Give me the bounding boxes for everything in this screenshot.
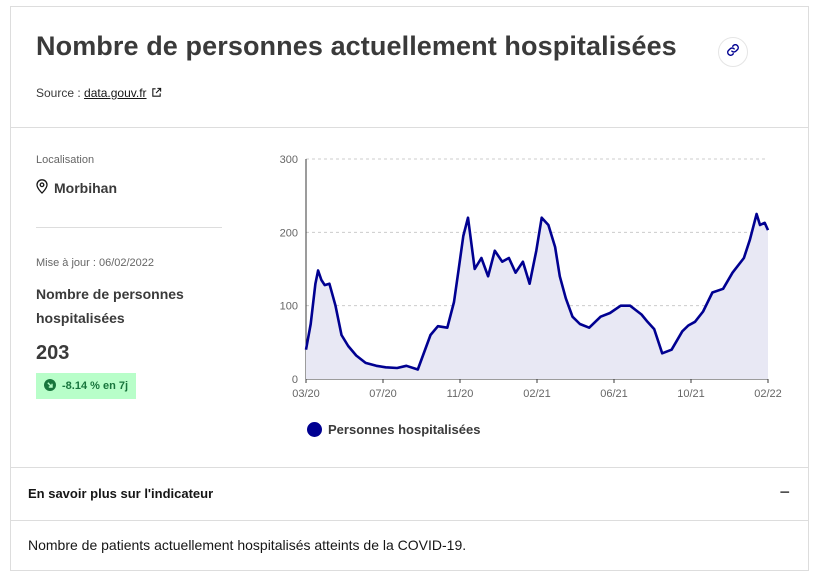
x-tick-label: 02/22 — [754, 388, 782, 400]
x-tick-label: 02/21 — [523, 388, 551, 400]
update-date: Mise à jour : 06/02/2022 — [36, 257, 155, 269]
y-tick-label: 300 — [280, 154, 298, 166]
x-tick-label: 10/21 — [677, 388, 705, 400]
x-tick-label: 06/21 — [600, 388, 628, 400]
trend-badge: -8.14 % en 7j — [36, 373, 137, 399]
accordion-title: En savoir plus sur l'indicateur — [28, 486, 214, 501]
indicator-name: Nombre de personnes hospitalisées — [36, 286, 184, 326]
x-tick-label: 03/20 — [292, 388, 320, 400]
external-link-icon — [151, 87, 162, 101]
location-value: Morbihan — [54, 180, 117, 196]
legend-label: Personnes hospitalisées — [328, 422, 481, 437]
source-line: Source : data.gouv.fr — [36, 86, 162, 101]
minus-icon: − — [779, 482, 790, 502]
location-label: Localisation — [36, 154, 95, 166]
indicator-accordion[interactable]: En savoir plus sur l'indicateur − — [11, 467, 808, 521]
card-header: Nombre de personnes actuellement hospita… — [11, 7, 808, 128]
source-label: Source : — [36, 86, 81, 100]
legend-marker — [307, 422, 322, 437]
trend-badge-text: -8.14 % en 7j — [62, 380, 129, 392]
y-tick-label: 0 — [292, 374, 298, 386]
x-tick-label: 07/20 — [369, 388, 397, 400]
sidebar-divider — [36, 227, 222, 228]
indicator-value: 203 — [36, 342, 70, 364]
y-tick-label: 100 — [280, 301, 298, 313]
page-title: Nombre de personnes actuellement hospita… — [36, 31, 677, 61]
y-tick-label: 200 — [280, 227, 298, 239]
x-tick-label: 11/20 — [447, 388, 474, 400]
map-pin-icon — [36, 179, 48, 197]
arrow-down-right-circle-icon — [44, 378, 56, 394]
source-link[interactable]: data.gouv.fr — [84, 86, 147, 100]
series-line — [304, 212, 770, 371]
hospitalisations-chart: 0 100 200 300 03/20 07/20 11/20 02/21 06/21 10/21… — [280, 154, 782, 400]
copy-link-button[interactable] — [718, 37, 748, 67]
indicator-description: Nombre de patients actuellement hospital… — [28, 537, 467, 553]
indicator-card: Nombre de personnes actuellement hospita… — [10, 6, 809, 571]
series-area — [306, 214, 768, 379]
chart-legend: Personnes hospitalisées — [307, 422, 480, 437]
link-icon — [726, 43, 740, 62]
location-value-row: Morbihan — [36, 179, 117, 197]
